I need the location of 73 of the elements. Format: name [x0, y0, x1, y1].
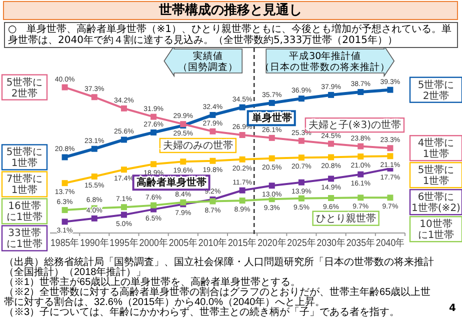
- point: [91, 146, 98, 152]
- side-box: 16世帯に1世帯: [1, 198, 48, 224]
- text: （出典）総務省統計局「国勢調査」、国立社会保障・人口問題研究所「日本の世帯数の将来推計（全国推計）（2018年推計）」: [4, 257, 435, 278]
- point: [328, 195, 334, 202]
- point: [387, 153, 394, 160]
- point: [298, 138, 304, 144]
- point: [358, 194, 364, 201]
- point: [387, 145, 394, 152]
- point: [62, 154, 68, 160]
- side-box: 5世帯に2世帯: [1, 74, 48, 100]
- point: [239, 132, 246, 138]
- text: （※3）子については、年齢にかかわらず、世帯主との続き柄が「子」である者を指す。: [4, 307, 401, 318]
- point: [239, 156, 246, 162]
- point: [298, 179, 304, 186]
- point: [328, 92, 334, 98]
- side-box: 5世帯に2世帯: [409, 76, 462, 103]
- point: [239, 187, 246, 194]
- series-label: 高齢者単身世帯: [136, 176, 206, 189]
- point: [328, 140, 334, 147]
- side-box: 4世帯に1世帯: [409, 135, 462, 162]
- point: [210, 112, 216, 118]
- side-box: 7世帯に1世帯: [1, 171, 48, 198]
- text: （※1）世帯主が65歳以上の単身世帯を、高齢者単身世帯とする。: [4, 277, 301, 288]
- point: [358, 171, 364, 178]
- point: [387, 86, 394, 93]
- point: [358, 89, 364, 96]
- side-box: 10世帯に1世帯: [409, 216, 462, 242]
- point: [150, 202, 157, 208]
- point: [150, 161, 157, 168]
- side-box: 33世帯に1世帯: [1, 225, 48, 252]
- point: [62, 218, 68, 225]
- side-box: 6世帯に1世帯(※2): [409, 189, 462, 216]
- point: [328, 176, 334, 182]
- side-box: 5世帯に1世帯: [1, 144, 48, 170]
- point: [91, 94, 98, 100]
- text: 4: [449, 303, 456, 314]
- point: [268, 134, 275, 141]
- point: [120, 136, 127, 143]
- point: [120, 212, 127, 218]
- point: [91, 215, 98, 222]
- point: [387, 194, 394, 201]
- text: （※2）全世帯数に対する高齢者単身世帯の割合はグラフのとおりだが、世帯主年齢65歳以上世帯に対する割合は、32.6%（2015年）から40.0%（2040年）へと上昇。: [4, 287, 432, 308]
- side-box: 5世帯に1世帯: [409, 162, 462, 188]
- point: [120, 166, 127, 173]
- point: [62, 207, 68, 214]
- series-label: ひとり親世帯: [316, 212, 376, 224]
- point: [358, 143, 364, 150]
- x-tick-label: 2040年: [376, 237, 408, 249]
- point: [298, 195, 304, 202]
- point: [62, 180, 68, 186]
- series-label: 単身世帯: [250, 112, 292, 124]
- series-label: 夫婦のみの世帯: [162, 139, 233, 152]
- point: [210, 158, 216, 164]
- point: [150, 129, 157, 136]
- point: [239, 198, 246, 204]
- point: [239, 104, 246, 110]
- point: [120, 105, 127, 112]
- point: [62, 84, 68, 90]
- point: [150, 114, 157, 120]
- point: [91, 174, 98, 180]
- chart-subtitle: ○ 単身世帯、高齢者単身世帯（※1）、ひとり親世帯ともに、今後とも増加が予想されている。単身世帯は、2040年で約４割に達する見込み。（全世帯数約5,333万世帯（2015年））: [4, 22, 458, 48]
- point: [298, 96, 304, 102]
- point: [268, 100, 275, 106]
- point: [268, 182, 275, 189]
- point: [210, 128, 216, 134]
- series-label: 夫婦と子(※3)の世帯: [308, 119, 401, 132]
- point: [298, 154, 304, 161]
- point: [180, 158, 186, 165]
- point: [120, 204, 127, 210]
- point: [328, 154, 334, 160]
- point: [358, 154, 364, 160]
- chart-title: 世帯構成の推移と見通し: [3, 1, 458, 20]
- point: [268, 155, 275, 162]
